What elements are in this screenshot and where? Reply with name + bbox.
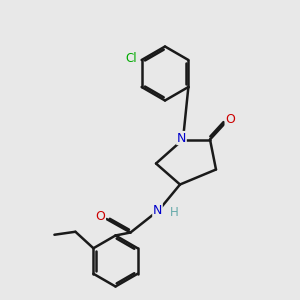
Text: N: N <box>153 203 162 217</box>
Text: N: N <box>177 131 186 145</box>
Text: O: O <box>225 112 235 126</box>
Text: H: H <box>170 206 179 219</box>
Text: O: O <box>96 209 105 223</box>
Text: Cl: Cl <box>125 52 137 65</box>
